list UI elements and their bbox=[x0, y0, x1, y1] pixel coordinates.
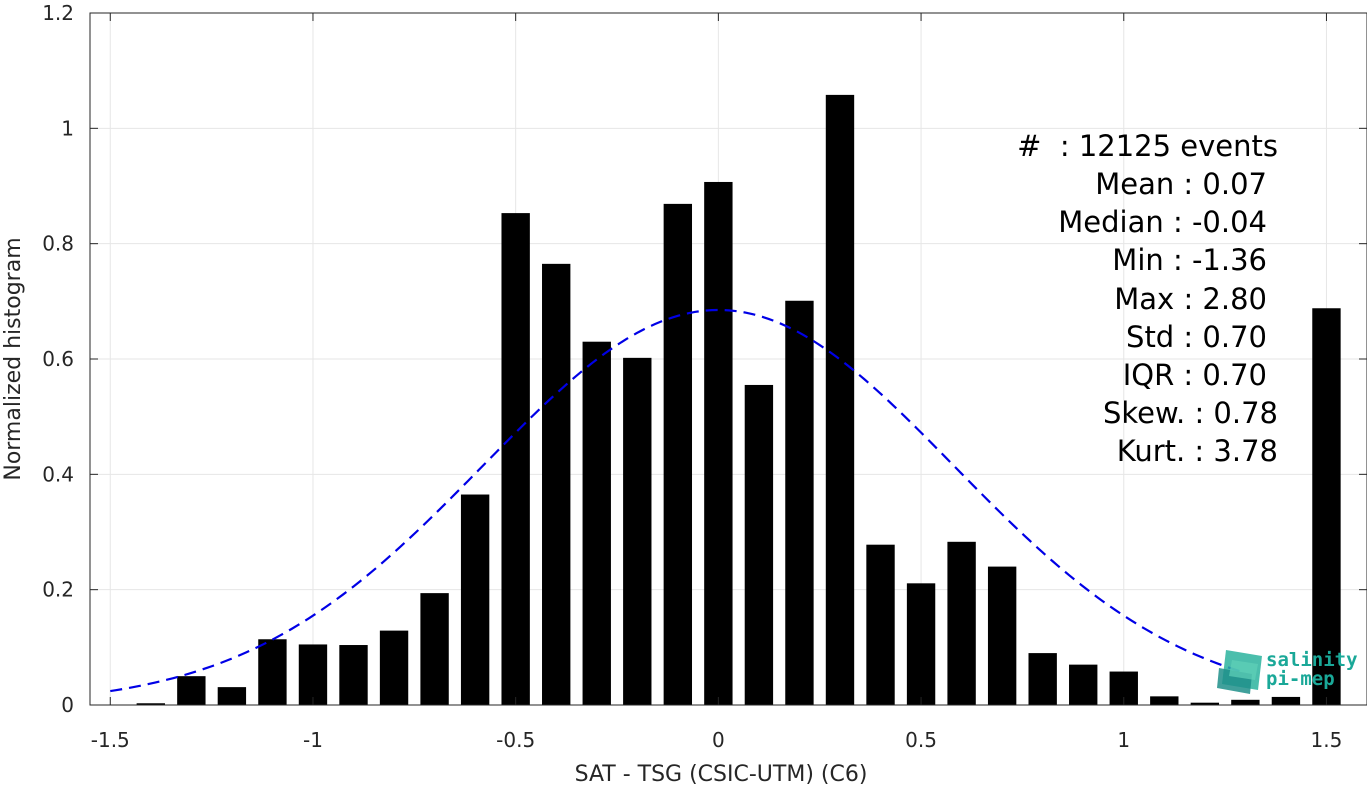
histogram-bar bbox=[1271, 696, 1301, 705]
histogram-bar bbox=[1312, 308, 1341, 705]
histogram-bar bbox=[825, 94, 855, 706]
histogram-bar bbox=[1150, 696, 1179, 705]
logo-text-pimep: pi-mep bbox=[1266, 668, 1335, 690]
x-tick-label: 0.5 bbox=[905, 728, 937, 752]
histogram-bar bbox=[582, 341, 611, 705]
x-tick-label: 1.5 bbox=[1311, 728, 1343, 752]
y-tick-label: 0.4 bbox=[42, 462, 74, 486]
histogram-bar bbox=[339, 645, 368, 705]
y-axis-ticks: 0 0.2 0.4 0.6 0.8 1 1.2 bbox=[42, 1, 1367, 717]
histogram-bar bbox=[501, 213, 530, 705]
stat-iqr: IQR : 0.70 bbox=[1123, 358, 1267, 392]
histogram-bar bbox=[1190, 702, 1220, 705]
stat-kurt: Kurt. : 3.78 bbox=[1117, 434, 1278, 468]
stat-min: Min : -1.36 bbox=[1112, 243, 1267, 277]
salinity-pimep-logo: salinity pi-mep bbox=[1217, 649, 1358, 694]
histogram-bar bbox=[947, 541, 976, 705]
x-tick-label: -1 bbox=[303, 728, 323, 752]
y-tick-label: 1 bbox=[61, 116, 74, 140]
x-tick-label: -0.5 bbox=[496, 728, 535, 752]
histogram-bar bbox=[258, 639, 287, 705]
histogram-bar bbox=[379, 630, 409, 705]
histogram-bar bbox=[906, 583, 936, 705]
x-axis-ticks: -1.5 -1 -0.5 0 0.5 1 1.5 bbox=[91, 13, 1343, 752]
histogram-bar bbox=[704, 181, 733, 706]
y-tick-label: 0.6 bbox=[42, 347, 74, 371]
histogram-bar bbox=[866, 544, 895, 705]
histogram-bar bbox=[1069, 664, 1098, 705]
histogram-bar bbox=[785, 300, 814, 705]
x-tick-label: 1 bbox=[1117, 728, 1130, 752]
x-tick-label: -1.5 bbox=[91, 728, 130, 752]
y-tick-label: 0.2 bbox=[42, 578, 74, 602]
histogram-bars bbox=[136, 94, 1341, 706]
stats-box: # : 12125 events Mean : 0.07 Median : -0… bbox=[1017, 129, 1278, 468]
stat-count: # : 12125 events bbox=[1017, 129, 1278, 163]
histogram-bar bbox=[542, 263, 571, 705]
histogram-bar bbox=[420, 593, 449, 705]
histogram-bar bbox=[623, 357, 652, 705]
histogram-bar bbox=[1028, 653, 1057, 705]
y-tick-label: 0.8 bbox=[42, 232, 74, 256]
histogram-bar bbox=[987, 566, 1017, 705]
histogram-bar bbox=[298, 644, 328, 705]
stat-std: Std : 0.70 bbox=[1126, 320, 1267, 354]
x-axis-label: SAT - TSG (CSIC-UTM) (C6) bbox=[575, 762, 868, 785]
x-tick-label: 0 bbox=[712, 728, 725, 752]
stat-mean: Mean : 0.07 bbox=[1095, 167, 1267, 201]
y-tick-label: 0 bbox=[61, 693, 74, 717]
stat-skew: Skew. : 0.78 bbox=[1103, 396, 1278, 430]
histogram-bar bbox=[177, 676, 206, 705]
histogram-bar bbox=[744, 384, 774, 705]
gaussian-fit-curve bbox=[110, 308, 1246, 693]
stat-median: Median : -0.04 bbox=[1058, 205, 1267, 239]
y-tick-label: 1.2 bbox=[42, 1, 74, 25]
stat-max: Max : 2.80 bbox=[1114, 282, 1267, 316]
histogram-bar bbox=[136, 703, 165, 705]
logo-text-salinity: salinity bbox=[1266, 649, 1358, 671]
y-axis-label: Normalized histogram bbox=[1, 237, 26, 480]
histogram-bar bbox=[460, 494, 490, 705]
histogram-bar bbox=[663, 203, 693, 706]
histogram-bar bbox=[217, 687, 247, 705]
logo-map-icon bbox=[1217, 650, 1262, 694]
histogram-bar bbox=[1231, 699, 1260, 705]
